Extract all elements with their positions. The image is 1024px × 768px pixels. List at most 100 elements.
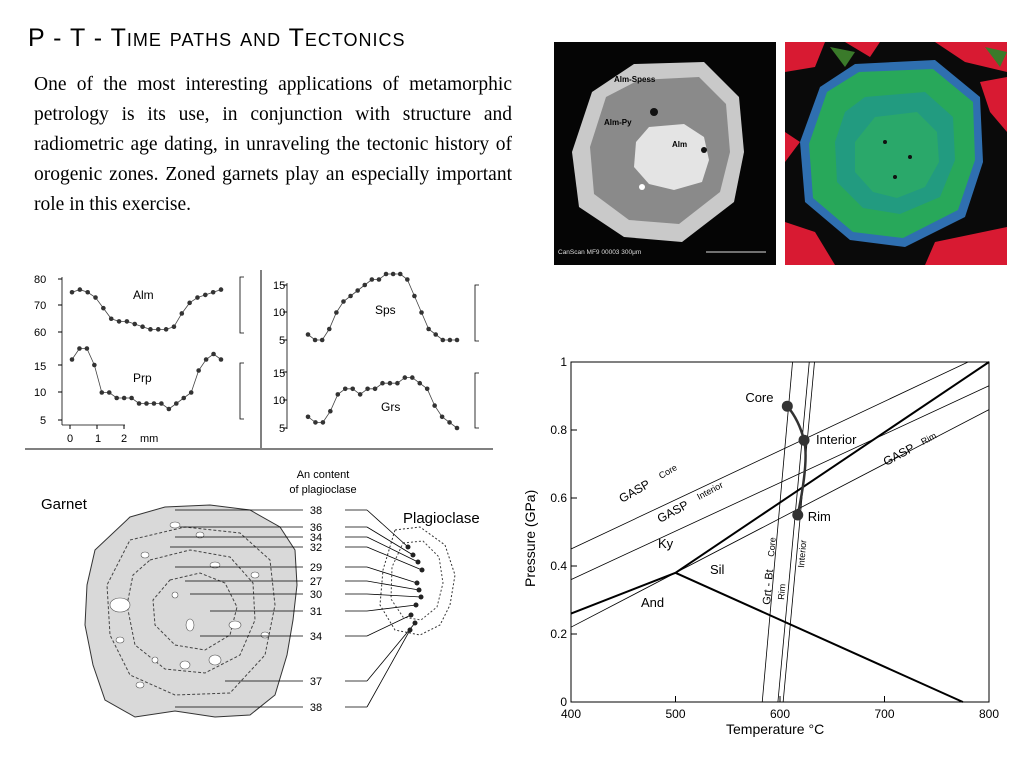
prp-point — [136, 401, 142, 406]
gasp-core-line — [570, 361, 969, 550]
an-leader-line — [366, 526, 414, 556]
an-value-label: 31 — [310, 606, 322, 618]
prp-point — [121, 395, 127, 401]
plagioclase-point — [414, 580, 420, 586]
an-value-label: 34 — [310, 631, 322, 643]
alm-point — [195, 295, 200, 300]
label-alm-spess: Alm-Spess — [614, 75, 656, 84]
an-content-header: An content — [297, 469, 350, 481]
plagioclase-point — [405, 544, 411, 550]
garnet-bse-image: Alm-Spess Alm-Py Alm CanScan MF9 00003 3… — [554, 42, 776, 265]
tick-label: 15 — [34, 361, 46, 373]
prp-point — [99, 390, 105, 395]
garnet-zoning-profiles: Alm Prp Sps Grs 80 70 60 15 10 5 15 10 5… — [25, 270, 493, 450]
an-value-label: 27 — [310, 576, 322, 588]
sps-point — [397, 271, 403, 277]
plagioclase-point — [412, 620, 418, 626]
profile-label-prp: Prp — [133, 371, 152, 385]
grs-point — [372, 386, 378, 392]
tick-label: 70 — [34, 300, 46, 312]
tick-label: 15 — [273, 280, 285, 292]
grs-point — [328, 408, 333, 414]
alm-point — [108, 316, 114, 322]
grs-point — [417, 380, 423, 386]
an-leader-line — [366, 622, 416, 682]
sps-point — [319, 337, 325, 343]
x-tick-label: 800 — [979, 707, 999, 721]
alm-point — [203, 292, 208, 298]
sps-point — [405, 277, 410, 282]
an-value-label: 37 — [310, 676, 322, 688]
prp-point — [166, 406, 172, 412]
tick-label: 10 — [273, 307, 285, 319]
sps-point — [390, 271, 396, 277]
an-value-label: 38 — [310, 505, 322, 517]
profile-label-alm: Alm — [133, 288, 154, 302]
field-label-ky: Ky — [658, 536, 674, 551]
an-leader-line — [366, 546, 423, 571]
intro-paragraph: One of the most interesting applications… — [34, 74, 512, 215]
y-axis-label: Pressure (GPa) — [522, 490, 538, 587]
alm-point — [155, 327, 161, 332]
an-leader-line — [366, 580, 420, 591]
bse-footer: CanScan MF9 00003 300μm — [558, 249, 641, 256]
alm-point — [116, 319, 122, 324]
y-tick-label: 0.8 — [550, 423, 567, 437]
an-leader-line — [366, 604, 417, 612]
alm-point — [85, 289, 90, 295]
grs-point — [424, 386, 430, 392]
alm-point — [171, 324, 177, 329]
prp-point — [92, 362, 97, 368]
plagioclase-point — [419, 567, 425, 573]
pt-point-label: Interior — [816, 432, 857, 447]
field-label-sil: Sil — [710, 562, 725, 577]
x-tick-label: 400 — [561, 707, 581, 721]
grs-point — [395, 380, 400, 386]
alm-point — [218, 287, 224, 292]
grt-bt-core-label: Core — [766, 537, 778, 557]
sps-point — [305, 332, 311, 337]
field-label-and: And — [641, 595, 664, 610]
grs-point — [357, 392, 363, 397]
scale-tick: 1 — [95, 433, 101, 445]
prp-point — [188, 390, 194, 395]
sps-point — [341, 299, 346, 304]
prp-point — [114, 395, 119, 401]
plagioclase-point — [416, 587, 422, 593]
grs-point — [320, 420, 326, 425]
an-value-label: 34 — [310, 532, 322, 544]
y-tick-label: 0.6 — [550, 491, 567, 505]
tick-label: 60 — [34, 327, 46, 339]
an-content-header: of plagioclase — [289, 484, 356, 496]
sps-point — [348, 293, 353, 299]
label-alm-py: Alm-Py — [604, 118, 632, 127]
scale-tick: 2 — [121, 433, 127, 445]
gasp-interior-line — [570, 385, 990, 580]
tick-label: 10 — [34, 387, 46, 399]
an-leader-line — [366, 629, 411, 708]
garnet-plagioclase-inclusion-diagram: Garnet Plagioclase An content of plagioc… — [41, 469, 480, 718]
prp-point — [203, 357, 209, 362]
plagioclase-point — [415, 559, 421, 565]
sps-line — [307, 273, 457, 341]
grs-point — [365, 386, 370, 392]
an-leader-line — [366, 566, 418, 584]
grs-point — [410, 375, 415, 380]
sps-point — [447, 337, 453, 343]
grt-bt-rim-label: Rim — [776, 583, 787, 600]
alm-point — [77, 287, 83, 292]
scale-unit: mm — [140, 433, 158, 445]
sps-point — [426, 326, 431, 332]
plagioclase-point — [413, 602, 419, 608]
plot-area — [570, 361, 990, 703]
alm-point — [101, 305, 106, 311]
scale-tick: 0 — [67, 433, 73, 445]
grs-point — [387, 380, 393, 386]
prp-point — [211, 351, 216, 357]
sps-point — [383, 271, 389, 277]
sps-point — [412, 293, 417, 299]
tick-label: 5 — [40, 415, 46, 427]
garnet-element-map-image — [785, 42, 1007, 265]
plagioclase-point — [418, 594, 424, 600]
prp-point — [106, 390, 112, 395]
